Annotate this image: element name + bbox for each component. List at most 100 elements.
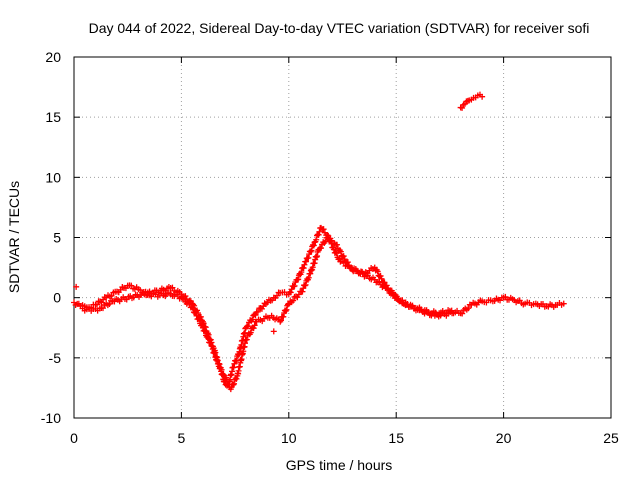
x-tick-label: 5 xyxy=(178,430,186,446)
data-point xyxy=(465,305,472,312)
data-point xyxy=(280,313,287,320)
data-point xyxy=(301,282,308,289)
data-point xyxy=(202,324,209,331)
x-tick-labels: 0 5 10 15 20 25 xyxy=(70,430,619,446)
data-series xyxy=(457,91,486,111)
x-tick-label: 15 xyxy=(388,430,404,446)
data-point xyxy=(290,297,297,304)
data-point xyxy=(99,305,106,312)
data-point xyxy=(424,309,431,316)
data-point xyxy=(283,306,290,313)
data-point xyxy=(334,241,341,248)
data-point xyxy=(243,336,250,343)
y-axis-label: SDTVAR / TECUs xyxy=(6,181,22,293)
data-point xyxy=(282,308,289,315)
y-tick-label: 0 xyxy=(53,290,61,306)
data-point xyxy=(302,281,309,288)
data-point xyxy=(197,313,204,320)
data-point xyxy=(313,236,320,243)
data-point xyxy=(295,291,302,298)
data-point xyxy=(308,247,315,254)
data-point xyxy=(328,237,335,244)
data-point xyxy=(169,284,176,291)
chart-title: Day 044 of 2022, Sidereal Day-to-day VTE… xyxy=(89,20,590,36)
data-point xyxy=(233,375,240,382)
data-point xyxy=(344,259,351,266)
data-series xyxy=(79,234,456,393)
data-point xyxy=(374,268,381,275)
data-point xyxy=(305,254,312,261)
x-tick-label: 10 xyxy=(281,430,297,446)
data-point xyxy=(302,258,309,265)
data-point xyxy=(383,282,390,289)
data-point xyxy=(340,253,347,260)
data-point xyxy=(250,325,257,332)
data-point xyxy=(205,331,212,338)
y-tick-label: -10 xyxy=(41,410,61,426)
x-axis-label: GPS time / hours xyxy=(286,457,393,473)
data-point xyxy=(230,381,237,388)
y-tick-label: -5 xyxy=(49,350,62,366)
data-point xyxy=(270,328,277,335)
data-point xyxy=(191,302,198,309)
data-point xyxy=(305,274,312,281)
data-point xyxy=(277,318,284,325)
data-point xyxy=(337,248,344,255)
data-point xyxy=(249,316,256,323)
data-series xyxy=(73,283,277,335)
x-tick-label: 25 xyxy=(603,430,619,446)
data-point xyxy=(106,301,113,308)
data-point xyxy=(128,282,135,289)
data-point xyxy=(318,245,325,252)
data-point xyxy=(291,282,298,289)
data-point xyxy=(301,261,308,268)
data-point xyxy=(273,292,280,299)
y-tick-label: 15 xyxy=(45,109,61,125)
data-point xyxy=(287,289,294,296)
data-point xyxy=(244,323,251,330)
data-point xyxy=(322,238,329,245)
data-point xyxy=(73,283,80,290)
data-point xyxy=(459,310,466,317)
data-point xyxy=(298,269,305,276)
y-tick-label: 10 xyxy=(45,169,61,185)
data-point xyxy=(207,336,214,343)
data-point xyxy=(300,265,307,272)
data-point xyxy=(285,301,292,308)
x-tick-label: 20 xyxy=(496,430,512,446)
data-point xyxy=(388,287,395,294)
data-point xyxy=(404,300,411,307)
y-tick-label: 20 xyxy=(45,49,61,65)
data-point xyxy=(299,288,306,295)
y-tick-labels: -10 -5 0 5 10 15 20 xyxy=(41,49,61,426)
data-point xyxy=(277,317,284,324)
data-point xyxy=(378,275,385,282)
data-point xyxy=(479,93,486,100)
data-point xyxy=(231,380,238,387)
data-point xyxy=(94,301,101,308)
data-point xyxy=(349,265,356,272)
data-point xyxy=(254,308,261,315)
data-point xyxy=(232,358,239,365)
y-tick-label: 5 xyxy=(53,230,61,246)
data-point xyxy=(261,300,268,307)
data-point xyxy=(200,320,207,327)
data-point xyxy=(182,293,189,300)
data-point xyxy=(310,242,317,249)
data-point xyxy=(252,312,259,319)
data-point xyxy=(194,310,201,317)
data-point xyxy=(221,378,228,385)
data-point xyxy=(307,248,314,255)
data-point xyxy=(459,104,466,111)
data-point xyxy=(560,300,567,307)
x-tick-label: 0 xyxy=(70,430,78,446)
data-point xyxy=(208,339,215,346)
data-point xyxy=(251,322,258,329)
data-point xyxy=(332,249,339,256)
data-point xyxy=(315,231,322,238)
data-point xyxy=(393,293,400,300)
data-point xyxy=(377,272,384,279)
data-point xyxy=(230,364,237,371)
